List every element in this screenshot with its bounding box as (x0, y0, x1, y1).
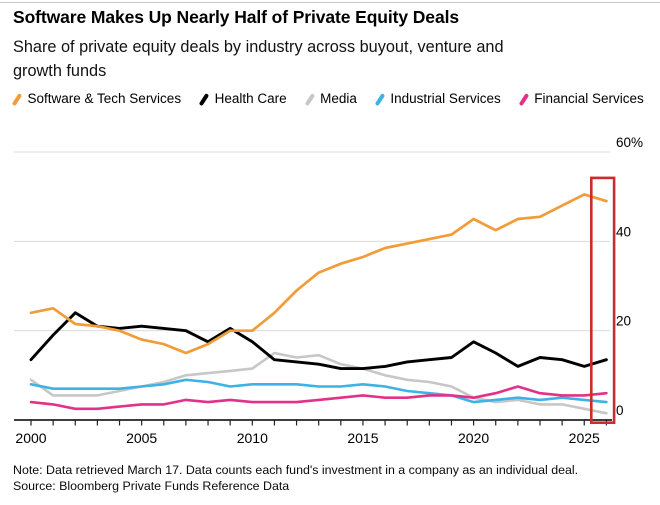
legend-label: Media (320, 91, 357, 106)
series-color-swatch (11, 92, 22, 106)
legend-label: Health Care (214, 91, 287, 106)
x-axis-label: 2010 (237, 430, 268, 446)
series-color-swatch (198, 92, 209, 106)
series-color-swatch (304, 92, 315, 106)
legend-label: Industrial Services (390, 91, 501, 106)
x-axis-label: 2015 (347, 430, 378, 446)
series-line-financial-services (29, 385, 608, 411)
chart-subtitle: Share of private equity deals by industr… (13, 36, 504, 83)
legend-item: Industrial Services (374, 88, 501, 110)
chart-legend: Software & Tech Services Health Care Media… (11, 88, 660, 110)
chart-source: Source: Bloomberg Private Funds Referenc… (13, 478, 290, 493)
y-axis-label: 60% (616, 135, 643, 150)
legend-label: Financial Services (534, 91, 644, 106)
series-color-swatch (518, 92, 529, 106)
series-line-industrial-services (29, 378, 608, 404)
series-line-health-care (29, 311, 608, 371)
y-axis-label: 20 (616, 314, 631, 329)
legend-item: Health Care (198, 88, 287, 110)
x-axis-label: 2005 (126, 430, 157, 446)
series-color-swatch (374, 92, 385, 106)
line-chart: 0 20 40 60% 2000 2005 2010 2015 2020 2025 (14, 135, 643, 446)
x-axis-label: 2000 (15, 430, 46, 446)
legend-item: Software & Tech Services (11, 88, 182, 110)
chart-note: Note: Data retrieved March 17. Data coun… (13, 463, 579, 477)
top-divider (0, 2, 660, 3)
y-axis-label: 40 (616, 224, 631, 239)
x-axis-label: 2025 (569, 430, 600, 446)
chart-subtitle-line: growth funds (13, 61, 107, 80)
y-axis-label: 0 (616, 403, 624, 418)
highlight-box (589, 176, 616, 425)
series-line-media (29, 351, 608, 415)
legend-label: Software & Tech Services (27, 91, 182, 106)
legend-item: Media (304, 88, 357, 110)
legend-item: Financial Services (518, 88, 644, 110)
x-axis-label: 2020 (458, 430, 489, 446)
chart-subtitle-line: Share of private equity deals by industr… (13, 38, 504, 56)
page-title: Software Makes Up Nearly Half of Private… (13, 7, 459, 27)
series-line-software-tech-services (29, 193, 608, 355)
chart-footnote: Note: Data retrieved March 17. Data coun… (13, 463, 578, 494)
